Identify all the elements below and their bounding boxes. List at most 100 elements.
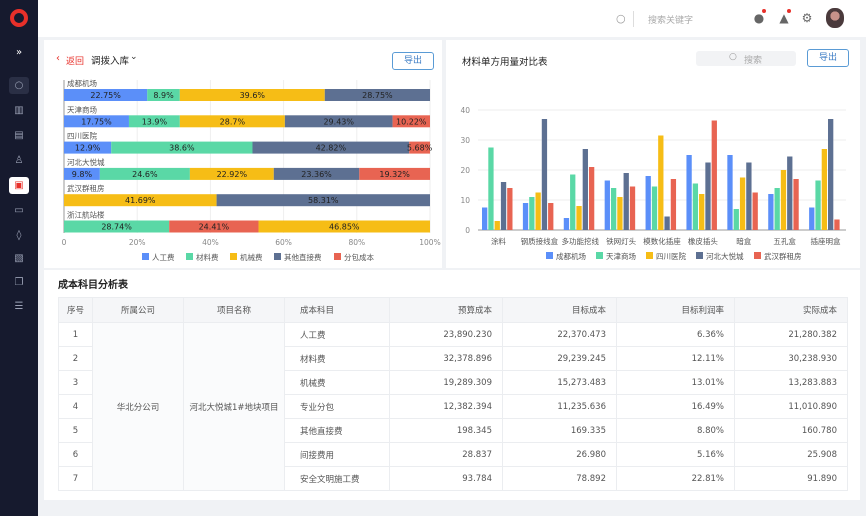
x-tick-label: 40% (202, 238, 219, 247)
bar-segment (99, 167, 190, 180)
legend-label[interactable]: 其他直接费 (284, 252, 322, 262)
x-tick-label: 模数化插座 (643, 236, 681, 246)
search-icon[interactable]: ○ (616, 12, 626, 25)
legend-label[interactable]: 成都机场 (556, 251, 586, 261)
y-tick-label: 20 (460, 166, 470, 175)
legend-swatch (186, 253, 193, 260)
back-link[interactable]: 返回 (66, 57, 85, 67)
data-label: 22.75% (90, 91, 121, 100)
project-cell: 河北大悦城1#地块项目 (183, 322, 285, 491)
export-button[interactable]: 导出 (807, 49, 849, 67)
message-icon[interactable]: ● (753, 9, 766, 25)
search-icon[interactable]: ○ (9, 77, 29, 94)
export-button[interactable]: 导出 (392, 52, 434, 70)
legend-label[interactable]: 河北大悦城 (706, 251, 744, 261)
bell-icon[interactable]: ▲ (777, 9, 791, 25)
bar (645, 176, 651, 230)
x-tick-label: 插座明盒 (811, 236, 841, 246)
global-search-input[interactable]: 搜索关键字 (648, 16, 694, 26)
actual-cost: 25.908 (734, 442, 848, 467)
bar-segment (147, 89, 180, 101)
bar-segment (258, 220, 430, 233)
target-margin: 16.49% (616, 394, 735, 419)
clipboard-icon[interactable]: ▣ (9, 177, 29, 194)
category-label: 成都机场 (67, 78, 97, 88)
back-icon[interactable]: ‹ (56, 53, 60, 64)
category-label: 天津商场 (67, 104, 97, 114)
folder-icon[interactable]: ▭ (14, 205, 24, 216)
legend-label[interactable]: 人工费 (152, 252, 175, 262)
data-label: 28.74% (101, 223, 132, 232)
col-header: 序号 (58, 297, 93, 323)
bar (692, 183, 699, 230)
list-settings-icon[interactable]: ☰ (14, 301, 24, 312)
copy-icon[interactable]: ❐ (14, 277, 24, 288)
app-logo (10, 9, 28, 27)
data-label: 9.8% (72, 170, 93, 179)
data-label: 41.69% (125, 196, 156, 205)
y-tick-label: 40 (460, 106, 470, 115)
table-title: 成本科目分析表 (58, 280, 128, 291)
actual-cost: 11,010.890 (734, 394, 848, 419)
bar (629, 186, 636, 230)
cost-item: 其他直接费 (284, 418, 390, 443)
clipboard-check-icon[interactable]: ▤ (14, 130, 24, 141)
bar (711, 120, 717, 230)
bar (522, 203, 529, 230)
table-row: 1 华北分公司 河北大悦城1#地块项目 人工费 23,890.230 22,370.473… (58, 322, 848, 491)
data-label: 24.41% (199, 223, 230, 232)
table-row: 2 材料费 32,378.896 29,239.245 12.11% 30,238.930 (58, 346, 848, 371)
building-icon[interactable]: ▥ (14, 105, 24, 116)
bar-segment (324, 89, 430, 101)
legend-swatch (754, 252, 761, 259)
avatar[interactable] (826, 8, 844, 28)
x-tick-label: 多功能挖线 (561, 236, 599, 246)
legend-label[interactable]: 机械费 (240, 252, 263, 262)
bar-segment (64, 141, 112, 154)
bar (535, 192, 541, 230)
gear-icon[interactable]: ⚙ (801, 11, 813, 25)
bar (588, 167, 595, 230)
cost-item: 专业分包 (284, 394, 390, 419)
target-margin: 5.16% (616, 442, 735, 467)
row-index: 6 (58, 442, 93, 467)
x-tick-label: 0 (62, 238, 67, 247)
x-tick-label: 100% (419, 238, 440, 247)
expand-icon[interactable]: » (15, 47, 23, 58)
legend-label[interactable]: 武汉群租房 (764, 251, 802, 261)
legend-label[interactable]: 分包成本 (344, 252, 374, 262)
bar-segment (169, 220, 259, 233)
bar-segment (179, 89, 325, 101)
target-margin: 6.36% (616, 322, 735, 347)
water-drop-icon[interactable]: ◊ (16, 230, 22, 241)
target-cost: 169.335 (502, 418, 617, 443)
bar (563, 218, 570, 230)
bar-segment (284, 115, 393, 128)
data-label: 23.36% (301, 170, 332, 179)
legend-label[interactable]: 四川医院 (656, 251, 686, 261)
bar (815, 180, 821, 230)
chevron-down-icon[interactable]: ⌄ (130, 52, 138, 62)
file-gear-icon[interactable]: ▧ (14, 253, 24, 264)
budget-cost: 32,378.896 (389, 346, 503, 371)
y-tick-label: 0 (465, 226, 470, 235)
legend-label[interactable]: 材料费 (196, 252, 219, 262)
y-tick-label: 10 (460, 196, 470, 205)
data-label: 19.32% (379, 170, 410, 179)
legend-label[interactable]: 天津商场 (606, 251, 636, 261)
bar (482, 207, 488, 230)
bar (793, 179, 799, 230)
data-label: 28.7% (220, 117, 246, 126)
stamp-icon[interactable]: ♙ (14, 155, 24, 166)
sidebar: » ○ ▥ ▤ ♙ ▣ ▭ ◊ ▧ ❐ ☰ (0, 0, 38, 516)
bar (507, 188, 513, 230)
type-dropdown[interactable]: 调拨入库 (91, 56, 130, 67)
data-label: 5.68% (407, 144, 433, 153)
bar (604, 180, 610, 230)
x-tick-label: 80% (348, 238, 365, 247)
x-tick-label: 60% (275, 238, 292, 247)
chart-search-input[interactable]: ○ 搜索 (696, 51, 796, 66)
search-icon: ○ (729, 52, 737, 62)
data-label: 29.43% (323, 117, 354, 126)
x-tick-label: 20% (129, 238, 146, 247)
